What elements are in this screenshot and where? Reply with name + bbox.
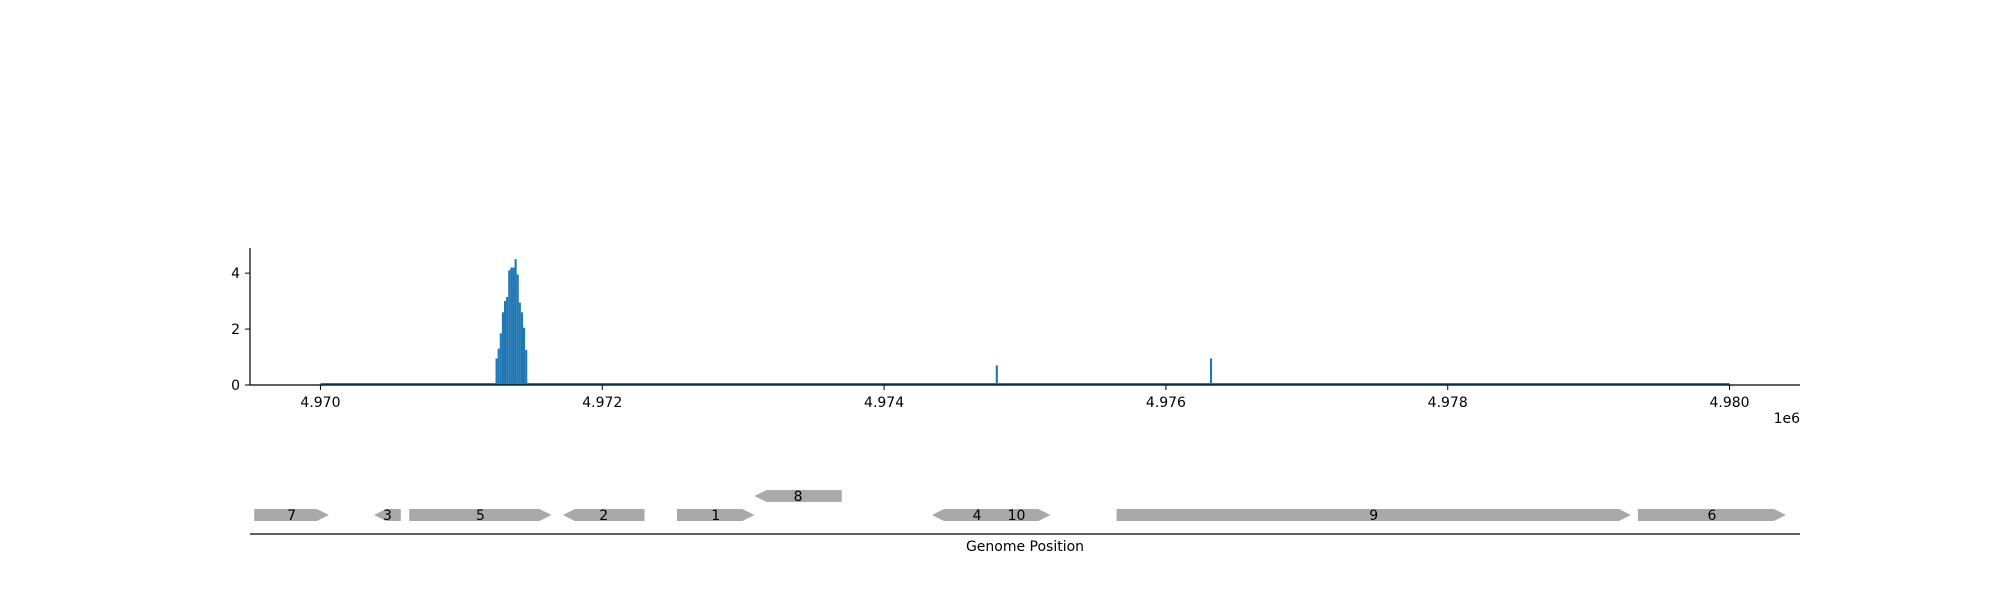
- coverage-bar: [495, 358, 498, 385]
- gene-label: 7: [287, 508, 296, 524]
- coverage-bar: [501, 312, 504, 385]
- coverage-bar: [520, 312, 524, 385]
- gene-features: 7 3 5 2 1 8 4 10 9 6: [254, 489, 1786, 524]
- gene-arrow: [409, 509, 552, 521]
- coverage-chart: 4.970 4.972 4.974 4.976 4.978 4.980 0 2 4 1e6: [231, 248, 1800, 427]
- x-tick-label: 4.970: [300, 395, 340, 411]
- coverage-bar: [506, 296, 509, 385]
- x-tick-label: 4.978: [1428, 395, 1468, 411]
- coverage-bar: [995, 365, 998, 385]
- x-tick-label: 4.976: [1146, 395, 1186, 411]
- gene-label: 9: [1369, 508, 1378, 524]
- gene-arrow: [754, 490, 842, 502]
- coverage-y-ticks: 0 2 4: [231, 266, 250, 394]
- gene-label: 8: [794, 489, 803, 505]
- x-tick-label: 4.980: [1709, 395, 1749, 411]
- gene-arrow: [562, 509, 645, 521]
- gene-arrow: [1637, 509, 1786, 521]
- coverage-bar: [518, 302, 521, 385]
- y-tick-label: 2: [231, 322, 240, 338]
- coverage-bar: [512, 267, 515, 385]
- gene-arrow: [254, 509, 329, 521]
- gene-map: 7 3 5 2 1 8 4 10 9 6 Genome Position: [250, 489, 1800, 555]
- coverage-bar: [523, 327, 526, 385]
- gene-label: 1: [711, 508, 720, 524]
- gene-arrow: [374, 509, 401, 521]
- gene-arrow: [676, 509, 755, 521]
- coverage-bar: [508, 270, 511, 385]
- coverage-bar: [510, 267, 513, 385]
- gene-label: 10: [1008, 508, 1026, 524]
- coverage-bar: [497, 348, 500, 385]
- gene-label: 3: [383, 508, 392, 524]
- x-tick-label: 4.972: [582, 395, 622, 411]
- coverage-bar: [499, 333, 502, 385]
- coverage-x-ticks: 4.970 4.972 4.974 4.976 4.978 4.980: [300, 385, 1750, 411]
- y-tick-label: 0: [231, 378, 240, 394]
- coverage-bar: [516, 274, 519, 385]
- gene-map-x-label: Genome Position: [966, 539, 1084, 555]
- x-tick-label: 4.974: [864, 395, 904, 411]
- gene-label: 5: [476, 508, 485, 524]
- coverage-bar: [525, 350, 528, 385]
- x-axis-offset-label: 1e6: [1774, 411, 1801, 427]
- gene-label: 2: [599, 508, 608, 524]
- coverage-bar: [514, 259, 517, 385]
- gene-label: 6: [1707, 508, 1716, 524]
- gene-label: 4: [973, 508, 982, 524]
- coverage-bars: [495, 259, 1213, 385]
- gene-arrow: [982, 509, 1051, 521]
- coverage-bar: [1209, 358, 1213, 385]
- coverage-bar: [503, 301, 507, 385]
- gene-arrow: [1116, 509, 1631, 521]
- y-tick-label: 4: [231, 266, 240, 282]
